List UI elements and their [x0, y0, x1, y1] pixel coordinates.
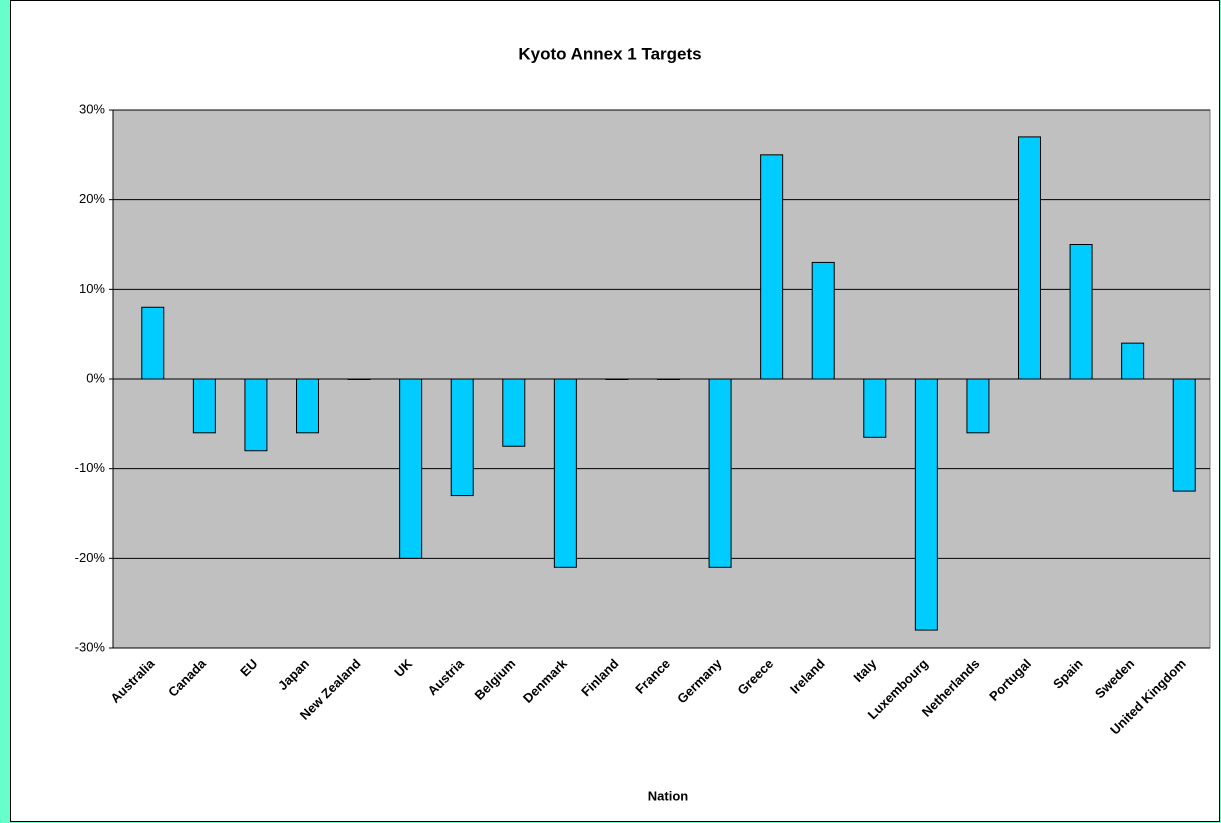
y-tick-label: 0% [86, 370, 105, 385]
bar [605, 378, 629, 380]
bar [914, 378, 938, 631]
bar [502, 378, 526, 447]
y-tick-label: 10% [79, 281, 105, 296]
y-tick-label: -10% [75, 460, 106, 475]
chart-title: Kyoto Annex 1 Targets [518, 44, 701, 63]
bar [863, 378, 887, 438]
bar [192, 378, 216, 434]
bar [760, 154, 784, 380]
x-axis-label: Nation [648, 788, 689, 803]
bar [1172, 378, 1196, 492]
bar [1121, 342, 1145, 380]
bar [399, 378, 423, 559]
y-tick-label: -20% [75, 550, 106, 565]
bar [553, 378, 577, 568]
bar [347, 378, 371, 380]
bar [966, 378, 990, 434]
bar [1018, 136, 1041, 380]
bar [708, 378, 732, 568]
y-tick-label: -30% [75, 639, 106, 654]
y-tick-label: 30% [79, 101, 105, 116]
bar [811, 261, 835, 380]
bar [244, 378, 268, 452]
bar [450, 378, 474, 497]
bar [296, 378, 319, 434]
bar [141, 306, 165, 380]
bar [657, 378, 680, 380]
y-tick-label: 20% [79, 191, 105, 206]
bar [1069, 244, 1093, 380]
